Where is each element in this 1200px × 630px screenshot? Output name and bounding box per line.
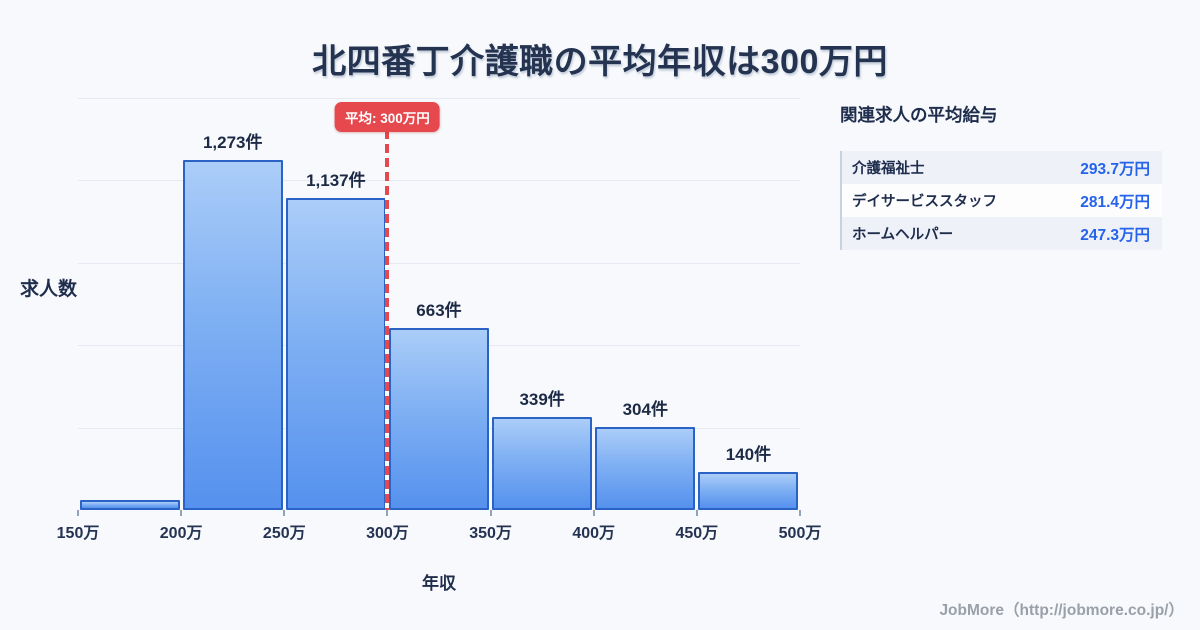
histogram-bar bbox=[182, 160, 283, 510]
x-tick-label: 350万 bbox=[469, 525, 512, 542]
job-title: ホームヘルパー bbox=[852, 227, 954, 243]
related-salaries-title: 関連求人の平均給与 bbox=[840, 105, 998, 125]
x-tick-mark bbox=[283, 510, 286, 516]
histogram-bar bbox=[388, 327, 490, 510]
bar-count-label: 663件 bbox=[416, 300, 462, 320]
job-salary: 293.7万円 bbox=[1080, 160, 1150, 178]
job-salary: 247.3万円 bbox=[1080, 226, 1150, 244]
gridline bbox=[78, 98, 800, 99]
gridline bbox=[78, 180, 800, 182]
job-salary: 281.4万円 bbox=[1080, 193, 1150, 211]
average-line bbox=[385, 130, 390, 510]
list-item: ホームヘルパー 247.3万円 bbox=[842, 217, 1162, 250]
job-title: デイサービススタッフ bbox=[852, 194, 997, 210]
x-tick-label: 500万 bbox=[778, 525, 822, 542]
bar-count-label: 339件 bbox=[519, 389, 565, 409]
x-tick-label: 400万 bbox=[572, 525, 616, 542]
page-title: 北四番丁介護職の平均年収は300万円 bbox=[312, 43, 888, 81]
bar-count-label: 1,273件 bbox=[202, 133, 263, 153]
gridline bbox=[78, 262, 800, 264]
bar-count-label: 140件 bbox=[725, 444, 772, 464]
average-badge: 平均: 300万円 bbox=[335, 102, 440, 132]
x-tick-mark bbox=[180, 510, 183, 516]
job-title: 介護福祉士 bbox=[852, 161, 925, 177]
x-tick-mark bbox=[77, 510, 79, 516]
x-tick-label: 150万 bbox=[56, 525, 100, 542]
x-tick-mark bbox=[695, 510, 698, 516]
bar-count-label: 1,137件 bbox=[306, 170, 366, 190]
x-tick-label: 200万 bbox=[159, 525, 203, 542]
x-tick-label: 450万 bbox=[675, 525, 719, 542]
x-tick-label: 250万 bbox=[262, 525, 306, 542]
list-item: デイサービススタッフ 281.4万円 bbox=[842, 184, 1162, 217]
histogram-bar bbox=[595, 426, 696, 510]
x-tick-mark bbox=[592, 510, 595, 516]
y-axis-label: 求人数 bbox=[20, 279, 78, 300]
x-tick-mark bbox=[799, 510, 801, 516]
histogram-bar bbox=[698, 471, 799, 510]
histogram-bar bbox=[492, 416, 593, 510]
histogram-bar bbox=[79, 499, 180, 510]
x-axis-label: 年収 bbox=[422, 574, 456, 593]
x-tick-label: 300万 bbox=[366, 525, 409, 542]
related-salaries-list: 介護福祉士 293.7万円 デイサービススタッフ 281.4万円 ホームヘルパー… bbox=[840, 151, 1162, 250]
related-salaries-panel: 関連求人の平均給与 介護福祉士 293.7万円 デイサービススタッフ 281.4… bbox=[840, 102, 1162, 250]
x-tick-mark bbox=[386, 510, 389, 516]
bar-count-label: 304件 bbox=[622, 399, 668, 419]
list-item: 介護福祉士 293.7万円 bbox=[842, 151, 1162, 184]
source-credit: JobMore（http://jobmore.co.jp/） bbox=[939, 602, 1184, 619]
x-tick-mark bbox=[489, 510, 492, 516]
histogram-bar bbox=[285, 197, 386, 510]
